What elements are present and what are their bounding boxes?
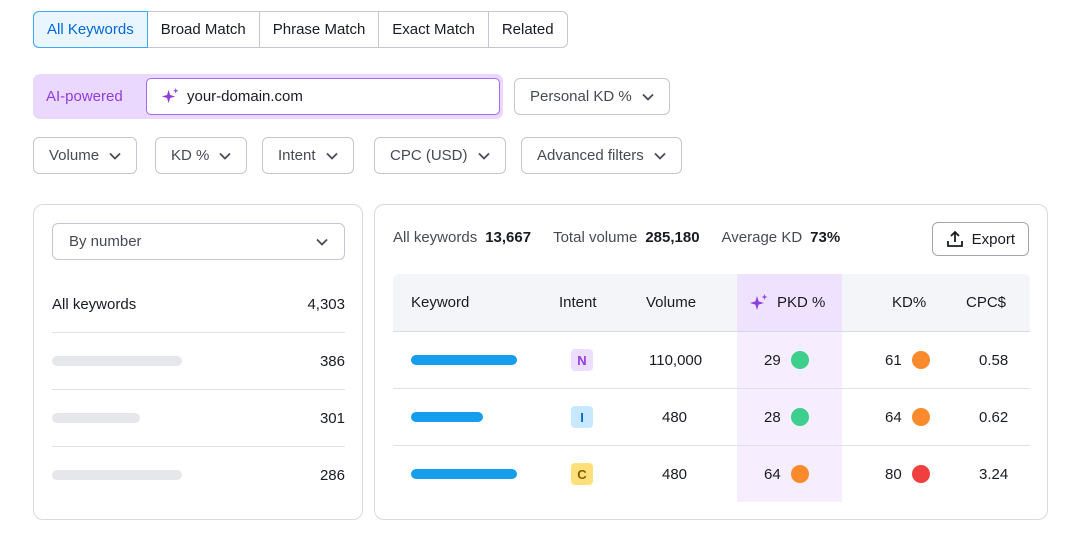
header-pkd[interactable]: PKD % [749, 274, 825, 331]
group-count: 301 [319, 409, 345, 427]
tab-broad-match[interactable]: Broad Match [148, 12, 260, 47]
chevron-down-icon [325, 152, 338, 160]
keyword-groups-panel: By number All keywords 4,303 386 301 286 [33, 204, 363, 520]
header-keyword[interactable]: Keyword [411, 294, 470, 311]
header-cpc[interactable]: CPC$ [966, 294, 1007, 311]
group-count: 286 [319, 466, 345, 484]
pkd-value: 64 [764, 465, 781, 483]
list-item[interactable]: All keywords 4,303 [52, 276, 345, 333]
summary-bar: All keywords 13,667 Total volume 285,180… [393, 229, 862, 246]
keyword-placeholder-bar [411, 469, 517, 479]
advanced-filters[interactable]: Advanced filters [521, 137, 682, 174]
domain-input[interactable]: your-domain.com [146, 78, 500, 115]
group-by-value: By number [69, 233, 142, 250]
table-row[interactable]: N 110,000 29 61 0.58 [393, 331, 1030, 388]
table-header: Keyword Intent Volume PKD % KD% CPC$ [393, 274, 1030, 331]
chevron-down-icon [654, 152, 666, 160]
cpc-cell: 3.24 [979, 465, 1009, 483]
volume-cell: 480 [662, 465, 688, 483]
table-row[interactable]: C 480 64 80 3.24 [393, 445, 1030, 502]
intent-badge: I [571, 406, 593, 428]
kd-value: 64 [885, 408, 902, 426]
cpc-cell: 0.58 [979, 351, 1009, 369]
list-item[interactable]: 286 [52, 446, 345, 503]
placeholder-bar [52, 356, 182, 366]
placeholder-bar [52, 413, 140, 423]
group-count: 386 [319, 352, 345, 370]
group-count: 4,303 [307, 296, 345, 313]
volume-cell: 110,000 [649, 351, 703, 369]
personal-kd-label: Personal KD % [530, 88, 632, 105]
ai-powered-label: AI-powered [46, 88, 123, 105]
tab-exact-match[interactable]: Exact Match [379, 12, 489, 47]
sparkle-icon [161, 87, 180, 106]
volume-cell: 480 [662, 408, 688, 426]
list-item[interactable]: 386 [52, 332, 345, 389]
ai-domain-group: AI-powered your-domain.com [33, 74, 503, 119]
export-button[interactable]: Export [931, 222, 1029, 256]
chevron-down-icon [642, 93, 654, 101]
intent-filter[interactable]: Intent [262, 137, 354, 174]
placeholder-bar [52, 470, 182, 480]
volume-filter-label: Volume [49, 147, 100, 164]
keywords-table-panel: All keywords 13,667 Total volume 285,180… [374, 204, 1048, 520]
all-keywords-value: 13,667 [485, 229, 532, 246]
pkd-value: 29 [764, 351, 781, 369]
average-kd-label: Average KD [721, 229, 803, 246]
intent-badge: C [571, 463, 593, 485]
personal-kd-dropdown[interactable]: Personal KD % [514, 78, 670, 115]
tab-related[interactable]: Related [501, 21, 554, 38]
keyword-placeholder-bar [411, 412, 483, 422]
intent-badge: N [571, 349, 593, 371]
group-label: All keywords [52, 296, 137, 313]
list-item[interactable]: 301 [52, 389, 345, 446]
keywords-table: Keyword Intent Volume PKD % KD% CPC$ N 1… [393, 274, 1030, 502]
header-kd[interactable]: KD% [892, 294, 927, 311]
header-intent[interactable]: Intent [559, 294, 597, 311]
kd-indicator-dot [911, 408, 930, 426]
header-volume[interactable]: Volume [646, 294, 697, 311]
pkd-indicator-dot [790, 351, 809, 369]
keyword-placeholder-bar [411, 355, 517, 365]
kd-indicator-dot [911, 465, 930, 483]
kd-value: 61 [885, 351, 902, 369]
chevron-down-icon [477, 152, 490, 160]
cpc-filter-label: CPC (USD) [390, 147, 468, 164]
cpc-cell: 0.62 [979, 408, 1009, 426]
pkd-indicator-dot [790, 465, 809, 483]
total-volume-label: Total volume [553, 229, 638, 246]
kd-indicator-dot [911, 351, 930, 369]
kd-filter[interactable]: KD % [155, 137, 248, 174]
chevron-down-icon [219, 152, 231, 160]
pkd-indicator-dot [790, 408, 809, 426]
header-pkd-label: PKD % [777, 294, 826, 311]
average-kd-value: 73% [810, 229, 841, 246]
sparkle-icon [749, 293, 769, 313]
table-row[interactable]: I 480 28 64 0.62 [393, 388, 1030, 445]
chevron-down-icon [316, 233, 328, 250]
advanced-filters-label: Advanced filters [537, 147, 644, 164]
kd-value: 80 [885, 465, 902, 483]
export-label: Export [971, 230, 1015, 248]
group-by-select[interactable]: By number [52, 223, 345, 260]
tab-all-keywords[interactable]: All Keywords [33, 11, 148, 48]
match-type-tabs: All Keywords Broad Match Phrase Match Ex… [33, 11, 568, 48]
kd-filter-label: KD % [171, 147, 210, 164]
chevron-down-icon [109, 152, 121, 160]
intent-filter-label: Intent [278, 147, 316, 164]
upload-icon [946, 230, 963, 247]
tab-phrase-match[interactable]: Phrase Match [260, 12, 380, 47]
total-volume-value: 285,180 [645, 229, 700, 246]
cpc-filter[interactable]: CPC (USD) [374, 137, 506, 174]
all-keywords-label: All keywords [393, 229, 478, 246]
domain-input-value: your-domain.com [187, 88, 303, 105]
volume-filter[interactable]: Volume [33, 137, 138, 174]
pkd-value: 28 [764, 408, 781, 426]
